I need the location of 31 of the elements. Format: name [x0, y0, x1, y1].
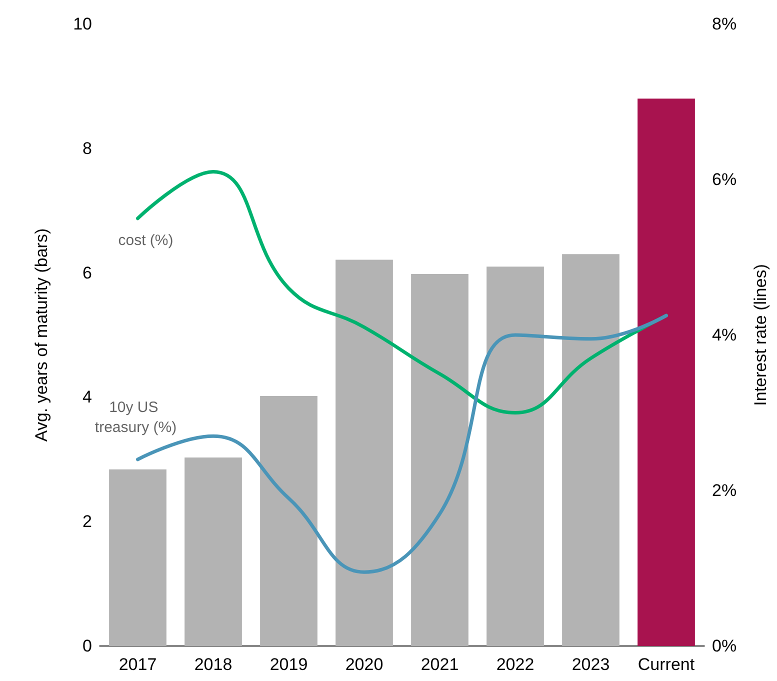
- bar: [109, 469, 166, 646]
- y2-tick-label: 2%: [712, 481, 737, 500]
- y2-tick-label: 4%: [712, 326, 737, 344]
- bar: [411, 274, 468, 646]
- y-tick-label: 4: [82, 388, 92, 407]
- y-tick-label: 8: [82, 138, 92, 158]
- bar: [638, 98, 695, 646]
- x-tick-label: 2019: [270, 655, 308, 674]
- x-tick-label: 2017: [118, 655, 157, 674]
- bar: [486, 266, 544, 646]
- y2-tick-label: 6%: [712, 170, 737, 189]
- bar: [336, 260, 393, 646]
- y-tick-label: 6: [82, 263, 92, 282]
- bar: [260, 396, 318, 646]
- bar: [184, 458, 242, 646]
- x-tick-label: 2020: [345, 655, 384, 674]
- x-tick-label: 2021: [420, 655, 459, 674]
- y2-tick-label: 8%: [712, 14, 737, 34]
- bar: [562, 254, 620, 646]
- x-tick-label: Current: [638, 655, 695, 674]
- y-tick-label: 2: [82, 512, 92, 532]
- x-tick-label: 2018: [194, 655, 232, 674]
- series-label: cost (%): [118, 232, 174, 249]
- y-tick-label: 0: [82, 636, 92, 656]
- y-axis-title: Avg. years of maturity (bars): [32, 228, 51, 442]
- x-tick-label: 2022: [496, 655, 534, 674]
- series-label: 10y US treasury (%): [94, 398, 177, 436]
- y-tick-label: 10: [73, 14, 92, 34]
- x-tick-label: 2023: [572, 655, 610, 674]
- y2-axis-title: Interest rate (lines): [751, 264, 770, 406]
- y2-tick-label: 0%: [712, 636, 737, 656]
